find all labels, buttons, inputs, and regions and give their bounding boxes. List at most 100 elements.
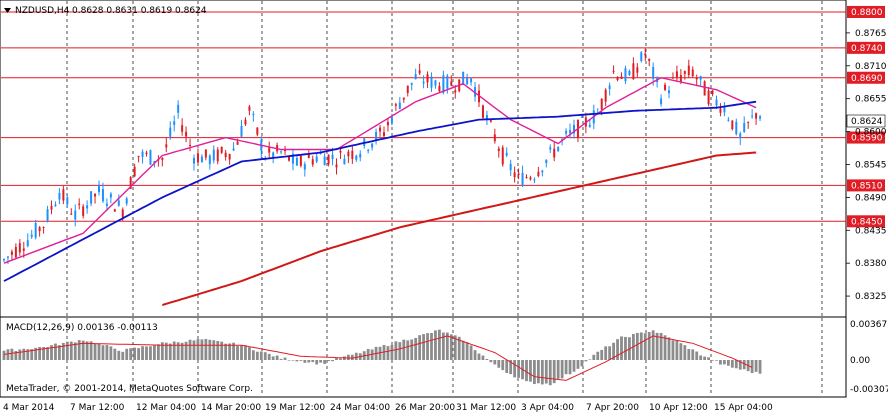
macd-bar [164, 342, 168, 360]
macd-bar [50, 345, 53, 360]
candle-body [671, 77, 674, 79]
macd-bar [560, 360, 564, 379]
macd-bar [699, 355, 703, 360]
candle-body [272, 152, 275, 159]
macd-bar [303, 360, 307, 363]
candle-body [90, 191, 93, 204]
macd-bar [572, 360, 576, 372]
candle-body [248, 106, 251, 111]
candle-body [513, 172, 516, 178]
macd-bar [505, 360, 509, 373]
macd-bar [354, 352, 358, 360]
candle-body [573, 124, 575, 134]
macd-bar [228, 343, 232, 360]
macd-bar [299, 360, 303, 361]
candle-body [379, 127, 382, 132]
candle-body [723, 106, 726, 113]
candle-body [6, 256, 9, 258]
macd-bar [639, 332, 643, 360]
macd-bar [117, 350, 121, 360]
macd-bar [723, 360, 726, 365]
candle-body [200, 156, 203, 163]
macd-bar [232, 342, 235, 360]
level-label: 0.8800 [851, 8, 883, 18]
macd-bar [430, 332, 433, 360]
candle-body [165, 144, 168, 148]
macd-bar [651, 330, 655, 360]
candle-body [331, 154, 334, 159]
macd-bar [295, 360, 299, 362]
macd-bar [346, 354, 350, 360]
candle-body [70, 213, 73, 215]
macd-bar [46, 347, 49, 360]
macd-bar [414, 337, 418, 360]
current-price-tag [846, 114, 886, 128]
macd-bar [105, 345, 109, 360]
macd-bar [271, 356, 275, 360]
candle-body [620, 76, 623, 79]
macd-axis: 0.00367 0.00 -0.00307 [850, 320, 888, 395]
candle-body [549, 147, 552, 150]
moving-average-line [3, 77, 757, 264]
candle-body [715, 99, 718, 106]
candle-body [731, 120, 734, 130]
macd-bar [402, 339, 406, 360]
macd-bar [121, 351, 125, 360]
macd-bar [533, 360, 536, 385]
macd-bar [81, 340, 85, 360]
candle-body [612, 70, 615, 72]
time-axis-label: 24 Mar 04:00 [330, 403, 390, 413]
candle-body [101, 189, 104, 202]
candle-body [402, 97, 405, 100]
macd-bar [529, 360, 532, 382]
candle-body [751, 115, 754, 117]
macd-bar [620, 336, 623, 360]
candle-body [189, 145, 192, 147]
candle-body [454, 90, 457, 93]
candle-body [628, 71, 631, 75]
price-axis-label: 0.8325 [855, 292, 887, 302]
time-axis-label: 19 Mar 12:00 [265, 403, 325, 413]
candle-body [335, 164, 338, 168]
macd-bar [97, 343, 101, 360]
macd-bar [188, 339, 192, 360]
candle-body [232, 148, 235, 151]
candle-body [580, 116, 583, 118]
candle-body [481, 105, 484, 118]
candle-body [78, 203, 81, 205]
candle-body [600, 98, 603, 110]
macd-bar [149, 346, 152, 360]
macd-bar [196, 339, 200, 360]
candle-body [743, 122, 746, 132]
macd-bar [612, 342, 615, 360]
macd-bar [339, 358, 342, 360]
candle-body [327, 154, 330, 165]
chevron-down-icon[interactable] [4, 8, 11, 13]
macd-bar [604, 346, 608, 360]
macd-bar [683, 345, 687, 360]
macd-bar [212, 340, 216, 360]
macd-bar [584, 360, 588, 362]
macd-bar [667, 337, 671, 360]
candle-body [711, 90, 714, 95]
macd-bar [477, 353, 481, 360]
candle-body [173, 121, 176, 125]
candle-body [323, 156, 326, 166]
time-axis-label: 15 Apr 04:00 [714, 403, 773, 413]
macd-bar [426, 333, 429, 360]
macd-bar [54, 343, 57, 360]
candle-body [747, 121, 750, 123]
candle-body [280, 151, 283, 153]
candle-body [268, 147, 271, 153]
candle-body [406, 85, 409, 93]
macd-bar [643, 333, 647, 360]
level-label: 0.8690 [851, 74, 883, 84]
candle-body [311, 159, 314, 165]
candle-body [220, 146, 223, 153]
candle-body [367, 149, 370, 152]
macd-bar [323, 360, 327, 364]
price-axis-label: 0.8545 [855, 160, 887, 170]
candle-body [525, 176, 528, 178]
candle-body [105, 203, 108, 206]
